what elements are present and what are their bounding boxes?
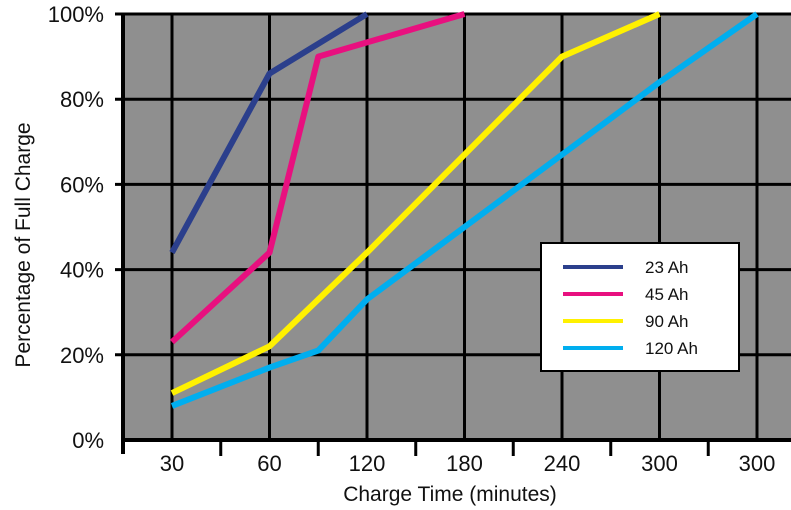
x-tick-label: 60 [257,451,281,476]
y-axis-title: Percentage of Full Charge [12,122,35,367]
tick-labels: 0% 20% 40% 60% 80% 100% 30 60 120 180 240 300 300 [48,2,776,476]
x-tick-label: 180 [446,451,483,476]
plot-area [115,11,791,456]
x-tick-label: 300 [641,451,678,476]
y-tick-label: 40% [60,258,104,283]
x-tick-label: 120 [349,451,386,476]
x-axis-title: Charge Time (minutes) [343,483,557,506]
plot-background [123,14,791,440]
x-tick-label: 240 [544,451,581,476]
y-tick-label: 100% [48,2,104,27]
series-line-45-ah [169,11,466,345]
series-line-23-ah [169,11,369,255]
legend-label: 120 Ah [645,339,698,358]
legend-label: 23 Ah [645,258,689,277]
legend-label: 45 Ah [645,285,689,304]
legend: 23 Ah 45 Ah 90 Ah 120 Ah [540,242,740,372]
x-tick-label: 300 [739,451,776,476]
series-line-120-ah [170,11,759,409]
y-tick-label: 0% [72,428,104,453]
x-tick-label: 30 [160,451,184,476]
y-tick-label: 60% [60,172,104,197]
legend-box [540,242,740,372]
y-tick-label: 80% [60,87,104,112]
y-tick-label: 20% [60,343,104,368]
series-line-90-ah [170,11,661,396]
legend-label: 90 Ah [645,312,689,331]
